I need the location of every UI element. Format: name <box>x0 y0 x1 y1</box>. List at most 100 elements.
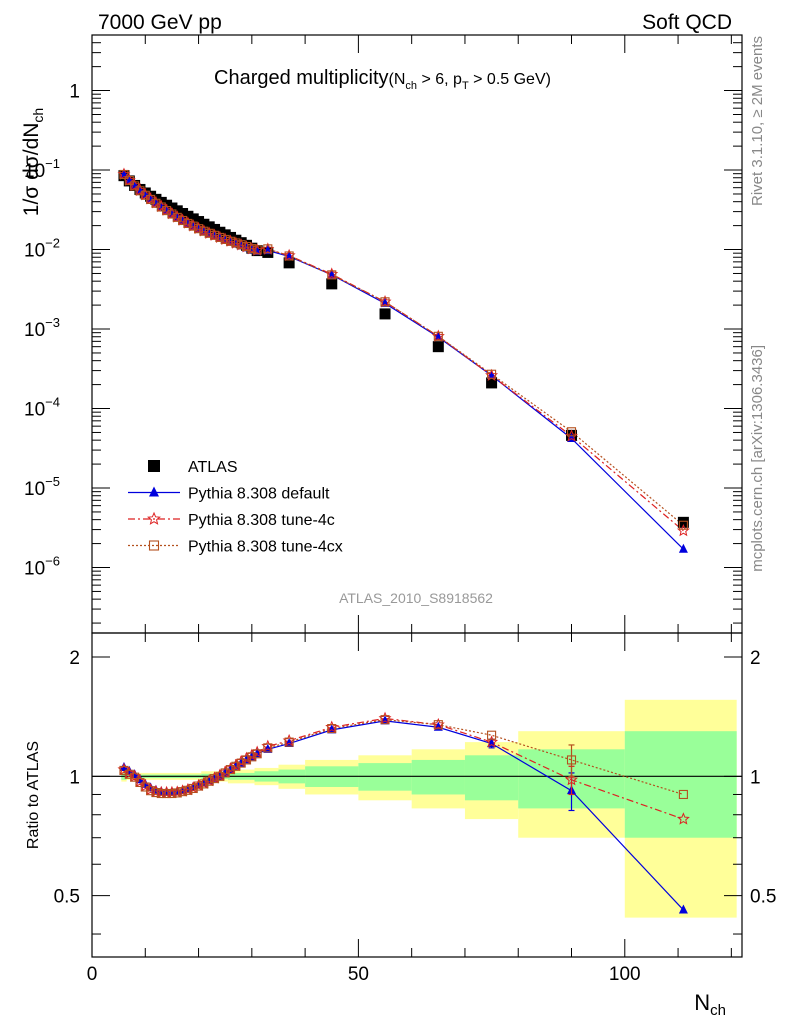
ratio-y-tick-label-right: 0.5 <box>750 887 776 908</box>
ratio-y-tick-label-left: 0.5 <box>54 887 80 908</box>
point-atlas <box>677 516 689 528</box>
ratio-point-pythia-8-308-tune-4cx <box>220 768 230 778</box>
ratio-point-pythia-8-308-tune-4cx <box>247 752 257 762</box>
ratio-point-pythia-8-308-default <box>678 904 688 914</box>
ratio-frame <box>91 632 743 958</box>
y-tick-label: 10−5 <box>24 474 60 500</box>
title-main: Charged multiplicity <box>214 67 389 89</box>
ratio-bands <box>92 699 742 918</box>
x-tick-label: 100 <box>609 964 641 985</box>
point-pythia-8-308-tune-4cx <box>678 520 688 530</box>
ratio-point-pythia-8-308-tune-4cx <box>172 788 182 798</box>
ratio-point-pythia-8-308-tune-4cx <box>178 787 188 797</box>
ratio-point-pythia-8-308-tune-4cx <box>231 761 241 771</box>
main-marks <box>117 167 690 553</box>
main-y-tick-labels: 10−6 10−5 10−4 10−3 10−2 10−1 1 <box>24 82 80 580</box>
ratio-marks <box>117 711 690 914</box>
point-pythia-8-308-tune-4cx <box>167 209 177 219</box>
ratio-y-tick-label-right: 1 <box>750 767 761 788</box>
ratio-point-pythia-8-308-tune-4cx <box>146 786 156 796</box>
point-pythia-8-308-tune-4cx <box>178 215 188 226</box>
ratio-y-tick-labels: 0.5 0.5 1 1 2 2 <box>54 648 777 908</box>
ratio-y-tick-label-left: 1 <box>69 767 80 788</box>
ratio-ticks <box>91 633 742 957</box>
main-title: Charged multiplicity(Nch > 6, pT > 0.5 G… <box>214 67 551 92</box>
legend-marker-atlas <box>148 460 160 472</box>
ratio-point-pythia-8-308-tune-4c <box>676 812 690 825</box>
point-atlas <box>379 308 391 320</box>
ratio-y-axis-label: Ratio to ATLAS <box>25 741 42 849</box>
point-atlas <box>486 377 498 389</box>
legend: ATLAS Pythia 8.308 default Pythia 8.308 tu… <box>128 459 343 556</box>
point-pythia-8-308-tune-4cx <box>130 181 140 191</box>
point-atlas <box>326 278 338 290</box>
ratio-point-pythia-8-308-tune-4cx <box>167 788 177 799</box>
point-pythia-8-308-tune-4cx <box>380 297 390 307</box>
ratio-point-pythia-8-308-default <box>487 738 497 748</box>
ratio-y-tick-label-right: 2 <box>750 648 761 669</box>
main-ticks <box>91 34 742 633</box>
ylabel-sub: ch <box>30 108 46 123</box>
legend-marker-pythia-8-308-tune-4cx <box>148 540 160 551</box>
legend-marker-pythia-8-308-tune-4c <box>147 511 161 525</box>
point-pythia-8-308-tune-4cx <box>199 226 209 236</box>
ratio-point-pythia-8-308-tune-4cx <box>241 755 252 765</box>
point-pythia-8-308-tune-4cx <box>487 369 497 379</box>
point-pythia-8-308-default <box>380 297 390 307</box>
ratio-point-pythia-8-308-tune-4cx <box>380 715 390 725</box>
x-axis-label: Nch <box>694 990 726 1019</box>
title-sub-mid: > 6, p <box>417 71 462 88</box>
title-sub-end: > 0.5 GeV) <box>469 71 551 88</box>
ratio-y-tick-label-left: 2 <box>69 648 80 669</box>
ratio-point-pythia-8-308-tune-4cx <box>204 776 214 786</box>
point-pythia-8-308-tune-4cx <box>194 224 204 234</box>
point-pythia-8-308-tune-4cx <box>172 212 182 222</box>
ratio-panel: 0.5 0.5 1 1 2 2 0 50 100 Ratio to ATLAS Nch <box>25 632 777 1019</box>
point-pythia-8-308-tune-4cx <box>566 427 577 437</box>
ratio-point-pythia-8-308-tune-4cx <box>252 749 262 759</box>
point-pythia-8-308-tune-4cx <box>209 230 220 240</box>
ratio-point-pythia-8-308-tune-4cx <box>678 789 688 800</box>
band-inner <box>464 755 519 801</box>
title-sub-T: T <box>462 80 469 92</box>
side-label-top: Rivet 3.1.10, ≥ 2M events <box>749 36 766 206</box>
ratio-point-pythia-8-308-tune-4c <box>485 735 499 748</box>
ratio-point-pythia-8-308-tune-4cx <box>199 779 209 789</box>
point-pythia-8-308-tune-4cx <box>188 221 198 231</box>
point-pythia-8-308-tune-4cx <box>204 228 214 238</box>
header-left: 7000 GeV pp <box>98 11 222 34</box>
legend-label-pythia-8-308-tune-4cx: Pythia 8.308 tune-4cx <box>188 539 343 556</box>
title-sub: (N <box>389 71 406 88</box>
ratio-point-pythia-8-308-tune-4cx <box>225 765 236 775</box>
point-pythia-8-308-tune-4cx <box>183 218 193 228</box>
ratio-point-pythia-8-308-tune-4cx <box>162 788 172 799</box>
ratio-point-pythia-8-308-tune-4cx <box>183 785 193 795</box>
ratio-point-pythia-8-308-tune-4cx <box>156 788 166 799</box>
header-right: Soft QCD <box>642 11 732 34</box>
main-y-axis-label: 1/σ dσ/dNch <box>20 108 46 216</box>
y-tick-label: 1 <box>69 82 80 103</box>
ratio-point-pythia-8-308-tune-4cx <box>433 720 443 730</box>
y-tick-label: 10−4 <box>24 395 60 421</box>
x-tick-label: 50 <box>348 964 369 985</box>
ratio-point-pythia-8-308-tune-4cx <box>194 781 204 791</box>
ratio-point-pythia-8-308-tune-4cx <box>188 783 198 794</box>
point-pythia-8-308-tune-4cx <box>263 244 273 254</box>
point-pythia-8-308-tune-4cx <box>433 331 443 341</box>
title-sub-ch: ch <box>405 80 417 92</box>
ratio-point-pythia-8-308-tune-4c <box>565 773 578 786</box>
y-tick-label: 10−6 <box>24 554 60 580</box>
y-tick-label: 10−2 <box>24 236 60 262</box>
main-panel: 10−6 10−5 10−4 10−3 10−2 10−1 1 Charged multip… <box>20 34 743 634</box>
ratio-point-pythia-8-308-tune-4cx <box>215 771 225 781</box>
point-atlas <box>432 341 444 353</box>
point-pythia-8-308-tune-4cx <box>241 242 252 252</box>
ratio-point-pythia-8-308-tune-4cx <box>263 743 273 753</box>
legend-label-atlas: ATLAS <box>188 459 238 476</box>
point-pythia-8-308-default <box>678 543 688 553</box>
xlabel-sub: ch <box>710 1002 726 1019</box>
ylabel-main: 1/σ dσ/dN <box>20 123 43 217</box>
watermark: ATLAS_2010_S8918562 <box>339 590 493 606</box>
y-tick-label: 10−1 <box>24 156 60 182</box>
